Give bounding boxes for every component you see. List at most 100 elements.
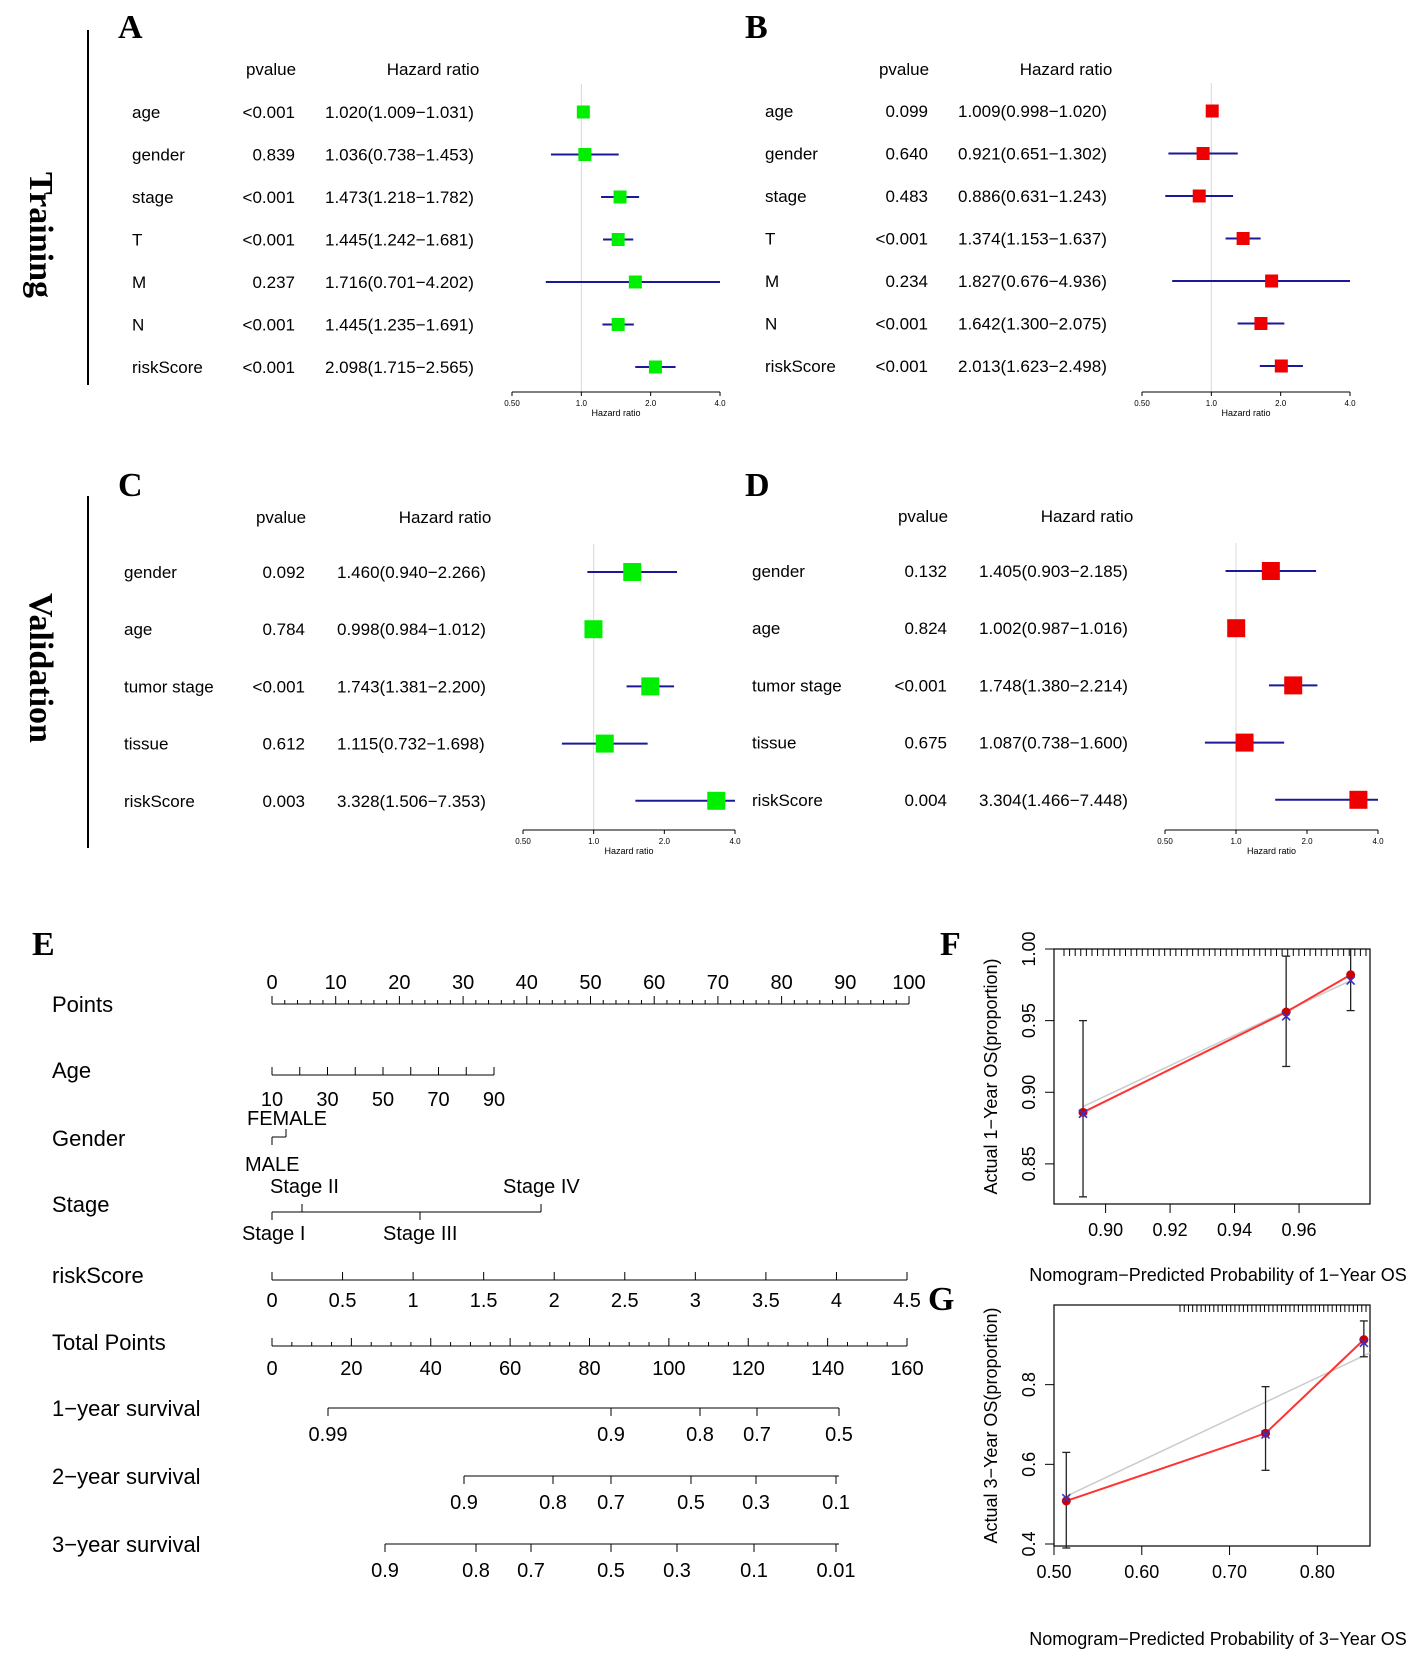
x-tick-label: 4.0 [729,837,741,846]
row-pvalue: <0.001 [243,316,295,335]
x-axis-title: Hazard ratio [591,408,640,418]
scale-tick-label: 0.1 [822,1492,850,1514]
nomogram-row-label: Points [52,992,113,1017]
row-label: age [765,102,793,121]
x-axis-title: Nomogram−Predicted Probability of 1−Year… [1029,1265,1407,1285]
row-label: riskScore [765,357,836,376]
x-tick-label: 1.0 [1230,837,1242,846]
observed-point [1281,1007,1291,1017]
scale-tick-label: 0.9 [450,1492,478,1514]
hazard-ratio-marker [611,318,625,331]
row-label: T [132,231,142,250]
x-tick-label: 0.50 [1157,837,1173,846]
plot-frame [1053,1304,1371,1547]
scale-tick-label: 50 [579,972,601,994]
y-axis-title: Actual 3−Year OS(proportion) [981,1308,1001,1544]
scale-tick-label: 20 [388,972,410,994]
hazard-ratio-header: Hazard ratio [399,508,492,527]
scale-tick-label: 0.3 [663,1560,691,1582]
row-label: tumor stage [752,676,842,695]
scale-tick-label: 0.99 [309,1424,348,1446]
scale-tick-label: 0.5 [825,1424,853,1446]
bias-corrected-cross [1281,1011,1291,1021]
hazard-ratio-marker [1205,104,1219,118]
hazard-ratio-marker [576,105,590,119]
hazard-ratio-marker [628,275,642,289]
hazard-ratio-marker [1254,317,1268,330]
row-pvalue: <0.001 [895,676,947,695]
row-hazard-ratio: 1.716(0.701−4.202) [325,273,474,292]
scale-tick-label: 80 [578,1358,600,1380]
y-tick-label: 0.85 [1019,1146,1039,1181]
ideal-reference-line [1082,979,1351,1108]
x-tick-label: 0.70 [1212,1562,1247,1582]
y-tick-label: 0.6 [1019,1452,1039,1477]
hazard-ratio-marker [1227,619,1246,638]
scale-tick-label: 10 [325,972,347,994]
row-label: stage [765,187,807,206]
stage-level-4: Stage IV [503,1176,580,1198]
row-hazard-ratio: 2.098(1.715−2.565) [325,358,474,377]
row-hazard-ratio: 1.743(1.381−2.200) [337,677,486,696]
calibration-line [1065,1338,1365,1502]
row-pvalue: 0.237 [252,273,295,292]
row-pvalue: <0.001 [243,231,295,250]
bias-corrected-cross [1359,1338,1369,1348]
scale-tick-label: 30 [452,972,474,994]
scale-tick-label: 160 [890,1358,923,1380]
calibration-plot-3-year: 0.50 0.60 0.70 0.80 0.4 0.6 0.8 Nomogram−Predic… [981,1304,1407,1649]
nomogram-row-label: 1−year survival [52,1396,201,1421]
x-axis-title: Nomogram−Predicted Probability of 3−Year… [1029,1629,1407,1649]
scale-tick-label: 80 [770,972,792,994]
observed-point [1359,1335,1369,1345]
hazard-ratio-marker [1284,676,1303,695]
scale-tick-label: 3 [690,1290,701,1312]
x-tick-label: 0.50 [504,399,520,408]
scale-tick-label: 0.5 [597,1560,625,1582]
row-pvalue: <0.001 [243,103,295,122]
hazard-ratio-marker [1274,359,1288,373]
x-tick-label: 4.0 [1344,399,1356,408]
row-hazard-ratio: 1.020(1.009−1.031) [325,103,474,122]
scale-tick-label: 90 [834,972,856,994]
row-label: riskScore [752,791,823,810]
row-hazard-ratio: 1.405(0.903−2.185) [979,562,1128,581]
hazard-ratio-marker [1261,562,1280,580]
row-pvalue: <0.001 [876,230,928,249]
scale-tick-label: 60 [643,972,665,994]
row-pvalue: <0.001 [876,357,928,376]
pvalue-header: pvalue [246,60,296,79]
row-label: tumor stage [124,677,214,696]
scale-tick-label: 0.7 [517,1560,545,1582]
hazard-ratio-marker [1349,790,1368,809]
pvalue-header: pvalue [256,508,306,527]
scale-tick-label: 100 [892,972,925,994]
scale-tick-label: 40 [420,1358,442,1380]
x-axis-title: Hazard ratio [1247,846,1296,856]
panel-label-B: B [745,9,768,46]
scale-tick-label: 0.3 [742,1492,770,1514]
forest-plot-D: pvalue Hazard ratio gender 0.132 1.405(0.903… [752,507,1384,856]
x-tick-label: 0.60 [1124,1562,1159,1582]
hazard-ratio-marker [1192,189,1206,203]
scale-tick-label: 0.5 [677,1492,705,1514]
x-tick-label: 0.50 [515,837,531,846]
row-label: M [765,272,779,291]
row-label: N [765,315,777,334]
scale-tick-label: 0.8 [539,1492,567,1514]
nomogram-row-label: Total Points [52,1330,166,1355]
panel-label-G: G [928,1281,954,1318]
hazard-ratio-marker [623,563,642,581]
training-label: Training [22,172,59,298]
row-hazard-ratio: 0.921(0.651−1.302) [958,145,1107,164]
row-pvalue: <0.001 [876,315,928,334]
row-hazard-ratio: 1.036(0.738−1.453) [325,146,474,165]
x-tick-label: 0.94 [1217,1220,1252,1240]
row-label: age [132,103,160,122]
hazard-ratio-marker [707,791,726,810]
gender-level-male: MALE [245,1154,299,1176]
bias-corrected-cross [1078,1109,1088,1119]
panel-label-A: A [118,9,143,46]
